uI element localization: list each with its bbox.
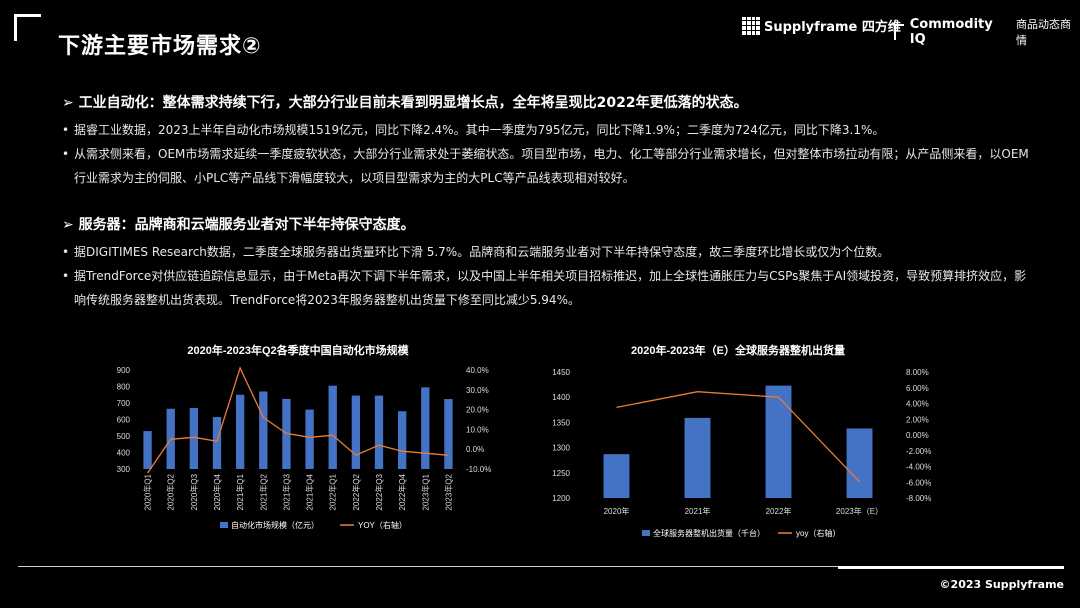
y-right-tick-label: -10.0% — [466, 465, 491, 474]
x-tick-label: 2020年 — [604, 506, 630, 516]
y-left-tick-label: 700 — [117, 399, 131, 408]
x-tick-label: 2020年Q2 — [166, 473, 176, 510]
bullet-item: 据TrendForce对供应链追踪信息显示，由于Meta再次下调下半年需求，以及… — [62, 264, 1032, 312]
x-tick-label: 2020年Q1 — [143, 473, 153, 510]
legend-bar-label: 自动化市场规模（亿元） — [231, 520, 319, 530]
automation-market-chart: 2020年-2023年Q2各季度中国自动化市场规模 300 400 500 600 700… — [117, 343, 492, 530]
section-heading: ➢ 服务器：品牌商和云端服务业者对下半年持保守态度。 — [62, 217, 415, 233]
yoy-line — [616, 391, 860, 483]
x-tick-label: 2023年（E） — [836, 506, 883, 516]
y-left-tick-label: 500 — [117, 432, 131, 441]
bar — [846, 428, 873, 498]
section-automation: ➢ 工业自动化：整体需求持续下行，大部分行业目前未看到明显增长点，全年将呈现比2… — [62, 92, 1032, 190]
bar — [421, 387, 430, 469]
copyright-text: ©2023 Supplyframe — [939, 578, 1064, 591]
x-tick-label: 2020年Q4 — [212, 473, 222, 510]
bar — [235, 394, 245, 469]
x-tick-label: 2022年 — [766, 506, 792, 516]
x-tick-label: 2020年Q3 — [189, 473, 199, 510]
legend-line-label: yoy（右轴） — [796, 528, 840, 538]
bar — [684, 417, 711, 498]
y-left-tick-label: 1200 — [552, 494, 570, 503]
section-heading: ➢ 工业自动化：整体需求持续下行，大部分行业目前未看到明显增长点，全年将呈现比2… — [62, 95, 748, 111]
server-shipment-chart: 2020年-2023年（E）全球服务器整机出货量 1200 1250 1300 1350… — [552, 343, 931, 538]
y-left-tick-label: 600 — [117, 416, 131, 425]
footer-divider — [18, 566, 1064, 567]
x-tick-label: 2023年Q2 — [443, 473, 453, 510]
supplyframe-grid-icon — [742, 16, 760, 35]
x-tick-label: 2021年 — [685, 506, 711, 516]
yoy-line — [147, 366, 449, 474]
commodity-iq-subtitle: 商品动态商情 — [1016, 18, 1071, 47]
y-right-tick-label: 0.00% — [906, 431, 929, 440]
x-tick-label: 2023年Q1 — [420, 473, 430, 510]
supplyframe-logo: Supplyframe 四方维 — [742, 16, 901, 35]
y-right-tick-label: 40.0% — [466, 366, 489, 375]
y-left-tick-label: 900 — [117, 366, 131, 375]
supplyframe-brand-text: Supplyframe 四方维 — [764, 20, 901, 35]
x-tick-label: 2021年Q2 — [258, 473, 268, 510]
legend-line-label: YOY（右轴） — [358, 520, 407, 530]
bar — [305, 409, 314, 469]
bar — [765, 385, 792, 498]
bar — [328, 385, 337, 469]
bullet-item: 据睿工业数据，2023上半年自动化市场规模1519亿元，同比下降2.4%。其中一… — [62, 118, 1032, 142]
bullet-item: 据DIGITIMES Research数据，二季度全球服务器出货量环比下滑 5.… — [62, 240, 1032, 264]
y-right-tick-label: 10.0% — [466, 425, 489, 434]
footer-accent-bar — [838, 566, 1064, 569]
x-tick-label: 2021年Q3 — [281, 473, 291, 510]
x-tick-label: 2022年Q2 — [351, 473, 361, 510]
commodity-iq-mark-icon — [894, 24, 904, 40]
chart-title: 2020年-2023年（E）全球服务器整机出货量 — [631, 343, 845, 357]
bar — [189, 407, 199, 469]
bullet-item: 从需求侧来看，OEM市场需求延续一季度疲软状态，大部分行业需求处于萎缩状态。项目… — [62, 142, 1032, 190]
y-right-tick-label: 8.00% — [906, 368, 929, 377]
bar — [212, 417, 222, 469]
bar — [444, 399, 453, 469]
y-left-tick-label: 1250 — [552, 469, 570, 478]
commodity-iq-brand-text: Commodity IQ — [909, 17, 993, 47]
legend-bar-label: 全球服务器整机出货量（千台） — [653, 528, 765, 538]
bar — [259, 391, 268, 469]
corner-bracket-icon — [14, 14, 41, 41]
bar — [351, 395, 361, 469]
y-left-tick-label: 800 — [117, 383, 131, 392]
y-right-tick-label: 6.00% — [906, 384, 929, 393]
page-title: 下游主要市场需求② — [58, 34, 262, 59]
y-left-tick-label: 300 — [117, 465, 131, 474]
x-tick-label: 2022年Q4 — [397, 473, 407, 510]
y-left-tick-label: 1450 — [552, 368, 570, 377]
x-tick-label: 2022年Q3 — [374, 473, 384, 510]
x-tick-label: 2021年Q4 — [305, 473, 315, 510]
y-right-tick-label: 0.0% — [466, 445, 484, 454]
y-right-tick-label: 4.00% — [906, 400, 929, 409]
y-left-tick-label: 1350 — [552, 418, 570, 427]
chart-title: 2020年-2023年Q2各季度中国自动化市场规模 — [187, 343, 409, 357]
x-tick-label: 2022年Q1 — [328, 473, 338, 510]
y-right-tick-label: -4.00% — [906, 463, 931, 472]
bar — [374, 395, 384, 469]
section-server: ➢ 服务器：品牌商和云端服务业者对下半年持保守态度。 据DIGITIMES Re… — [62, 214, 1032, 312]
commodity-iq-logo: Commodity IQ 商品动态商情 — [894, 16, 1080, 48]
y-left-tick-label: 1300 — [552, 444, 570, 453]
y-right-tick-label: 2.00% — [906, 415, 929, 424]
y-left-tick-label: 400 — [117, 449, 131, 458]
bar — [397, 411, 407, 469]
legend-bar-swatch — [642, 530, 650, 536]
bar — [143, 431, 152, 469]
bar — [603, 454, 630, 498]
y-right-tick-label: 30.0% — [466, 386, 489, 395]
y-right-tick-label: -2.00% — [906, 447, 931, 456]
x-tick-label: 2021年Q1 — [235, 473, 245, 510]
y-right-tick-label: 20.0% — [466, 406, 489, 415]
y-left-tick-label: 1400 — [552, 393, 570, 402]
y-right-tick-label: -8.00% — [906, 494, 931, 503]
y-right-tick-label: -6.00% — [906, 478, 931, 487]
legend-bar-swatch — [220, 522, 228, 528]
